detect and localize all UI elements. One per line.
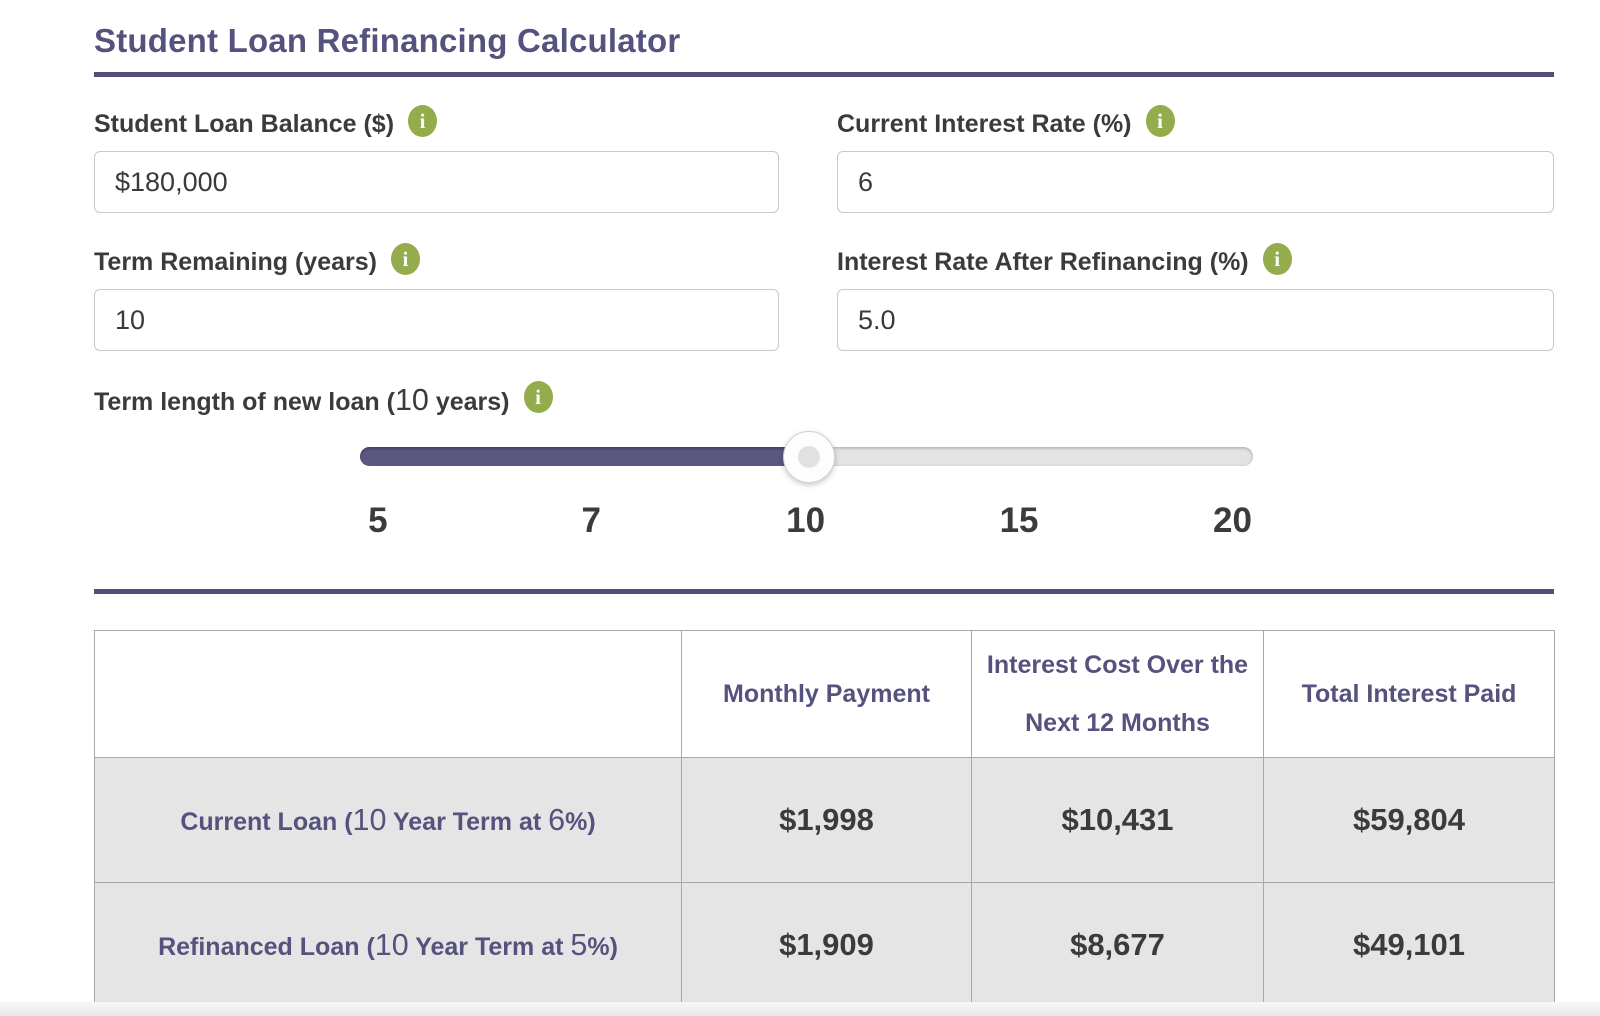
current-total-interest: $59,804 xyxy=(1263,757,1555,883)
info-icon[interactable]: i xyxy=(1262,243,1292,275)
field-label: Student Loan Balance ($) i xyxy=(94,105,779,141)
term-length-slider xyxy=(360,430,1253,483)
field-label: Interest Rate After Refinancing (%) i xyxy=(837,243,1554,279)
term-remaining-input[interactable] xyxy=(94,289,779,351)
current-monthly-payment: $1,998 xyxy=(681,757,972,883)
calculator-form: Student Loan Balance ($) i Current Inter… xyxy=(94,105,1554,351)
current-loan-label: Current Loan (10 Year Term at 6%) xyxy=(94,757,682,883)
tick-10: 10 xyxy=(786,501,826,540)
refinanced-total-interest: $49,101 xyxy=(1263,882,1555,1008)
refinanced-interest-rate-label: Interest Rate After Refinancing (%) xyxy=(837,247,1249,276)
info-icon[interactable]: i xyxy=(1145,105,1175,137)
bottom-page-edge xyxy=(0,1002,1600,1016)
header-monthly-payment: Monthly Payment xyxy=(681,630,972,758)
title-divider xyxy=(94,72,1554,77)
info-icon[interactable]: i xyxy=(408,105,438,137)
results-header-row: Monthly Payment Interest Cost Over the N… xyxy=(94,630,1555,758)
info-icon[interactable]: i xyxy=(390,243,420,275)
term-length-value: 10 xyxy=(394,382,429,417)
slider-thumb[interactable] xyxy=(783,430,836,483)
results-divider xyxy=(94,589,1554,594)
field-student-loan-balance: Student Loan Balance ($) i xyxy=(94,105,779,213)
term-length-slider-section: Term length of new loan (10 years) i 5 7… xyxy=(94,381,1554,542)
field-label: Term Remaining (years) i xyxy=(94,243,779,279)
field-term-remaining: Term Remaining (years) i xyxy=(94,243,779,351)
header-interest-cost-12-months: Interest Cost Over the Next 12 Months xyxy=(971,630,1264,758)
term-length-label-text: Term length of new loan (10 years) xyxy=(94,382,510,417)
refinanced-loan-label: Refinanced Loan (10 Year Term at 5%) xyxy=(94,882,682,1008)
refinanced-interest-cost-12mo: $8,677 xyxy=(971,882,1264,1008)
current-interest-cost-12mo: $10,431 xyxy=(971,757,1264,883)
slider-tick-labels: 5 7 10 15 20 xyxy=(360,502,1253,542)
current-loan-row: Current Loan (10 Year Term at 6%) $1,998… xyxy=(94,757,1555,883)
header-empty xyxy=(94,630,682,758)
refinanced-loan-row: Refinanced Loan (10 Year Term at 5%) $1,… xyxy=(94,882,1555,1008)
header-total-interest-paid: Total Interest Paid xyxy=(1263,630,1555,758)
field-refinanced-interest-rate: Interest Rate After Refinancing (%) i xyxy=(837,243,1554,351)
tick-15: 15 xyxy=(999,501,1039,540)
field-current-interest-rate: Current Interest Rate (%) i xyxy=(837,105,1554,213)
info-icon[interactable]: i xyxy=(523,381,553,413)
field-label: Current Interest Rate (%) i xyxy=(837,105,1554,141)
term-remaining-label: Term Remaining (years) xyxy=(94,247,377,276)
page-title: Student Loan Refinancing Calculator xyxy=(94,22,681,59)
refinanced-interest-rate-input[interactable] xyxy=(837,289,1554,351)
refinanced-monthly-payment: $1,909 xyxy=(681,882,972,1008)
results-table: Monthly Payment Interest Cost Over the N… xyxy=(94,630,1555,1008)
calculator-content: Student Loan Refinancing Calculator Stud… xyxy=(94,0,1555,1008)
slider-fill xyxy=(360,447,810,466)
student-loan-balance-label: Student Loan Balance ($) xyxy=(94,109,395,138)
current-interest-rate-label: Current Interest Rate (%) xyxy=(837,109,1132,138)
term-length-label: Term length of new loan (10 years) i xyxy=(94,381,1554,417)
current-interest-rate-input[interactable] xyxy=(837,151,1554,213)
tick-7: 7 xyxy=(581,501,602,540)
tick-5: 5 xyxy=(368,501,388,540)
tick-20: 20 xyxy=(1212,501,1252,540)
student-loan-balance-input[interactable] xyxy=(94,151,779,213)
